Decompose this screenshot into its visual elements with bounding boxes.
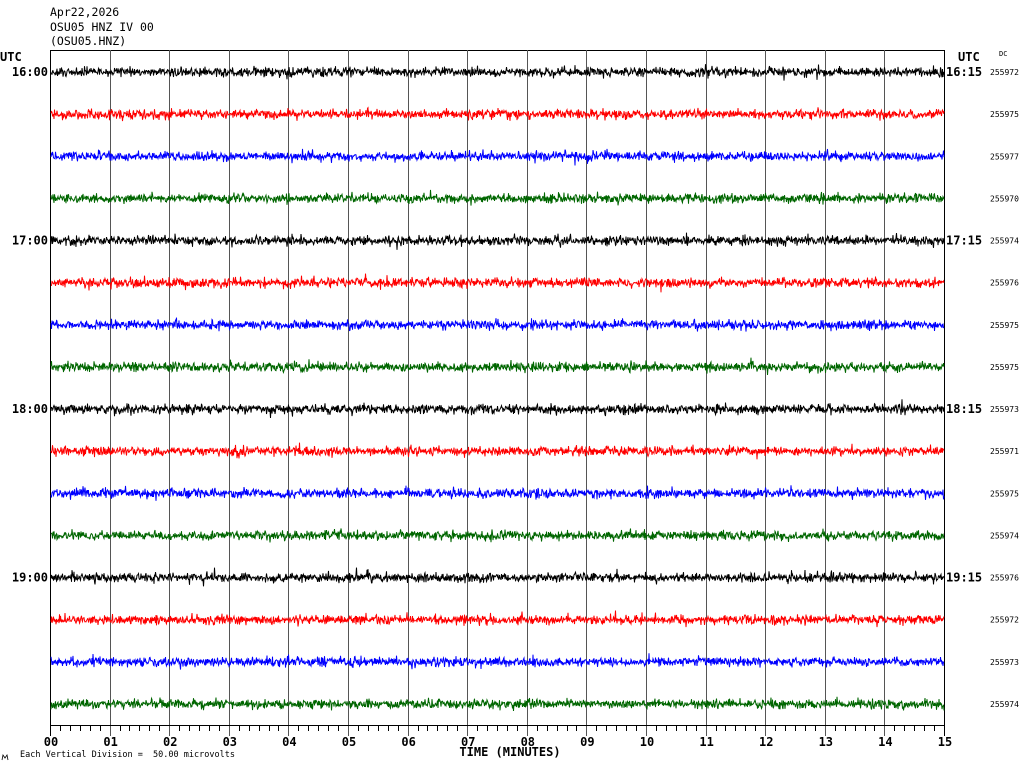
- logo-mark-icon: [1, 753, 9, 761]
- station-code-label: (OSU05.HNZ): [50, 34, 126, 48]
- trace-group: [50, 64, 945, 712]
- x-tick-label: 06: [401, 735, 415, 749]
- trace-row-12: [50, 528, 945, 543]
- x-tick-label: 05: [342, 735, 356, 749]
- row-start-time-label: 17:00: [12, 234, 48, 248]
- x-tick-label: 13: [819, 735, 833, 749]
- row-dc-value: 255973: [990, 405, 1019, 414]
- row-end-time-label: 16:15: [946, 65, 982, 79]
- row-dc-value: 255973: [990, 658, 1019, 667]
- trace-row-7: [50, 317, 945, 332]
- trace-row-13: [50, 567, 945, 587]
- trace-row-1: [50, 64, 945, 81]
- trace-row-8: [50, 357, 945, 376]
- x-tick-label: 10: [640, 735, 654, 749]
- left-utc-label: UTC: [0, 50, 22, 64]
- x-tick-label: 09: [580, 735, 594, 749]
- x-tick-label: 02: [163, 735, 177, 749]
- trace-row-14: [50, 610, 945, 628]
- row-dc-value: 255976: [990, 279, 1019, 288]
- row-dc-value: 255974: [990, 700, 1019, 709]
- row-start-time-label: 19:00: [12, 571, 48, 585]
- row-dc-value: 255972: [990, 616, 1019, 625]
- x-tick-label: 15: [938, 735, 952, 749]
- x-tick-label: 11: [699, 735, 713, 749]
- row-dc-value: 255975: [990, 321, 1019, 330]
- plot-date: Apr22,2026: [50, 5, 119, 19]
- row-dc-value: 255972: [990, 68, 1019, 77]
- row-dc-value: 255974: [990, 531, 1019, 540]
- row-dc-value: 255976: [990, 574, 1019, 583]
- row-end-time-label: 17:15: [946, 234, 982, 248]
- row-dc-value: 255977: [990, 152, 1019, 161]
- trace-row-10: [50, 442, 945, 460]
- row-start-time-label: 18:00: [12, 402, 48, 416]
- x-tick-label: 12: [759, 735, 773, 749]
- row-start-time-label: 16:00: [12, 65, 48, 79]
- row-dc-value: 255975: [990, 489, 1019, 498]
- row-dc-value: 255975: [990, 110, 1019, 119]
- trace-row-16: [50, 696, 945, 712]
- x-tick-label: 01: [103, 735, 117, 749]
- right-utc-label: UTC: [958, 50, 980, 64]
- x-axis: 00 01 02 03 04 05 06 07 08 09 10 11 12 13 14 15: [44, 725, 952, 749]
- trace-row-2: [50, 106, 945, 122]
- trace-row-4: [50, 189, 945, 206]
- row-end-time-label: 18:15: [946, 402, 982, 416]
- trace-row-3: [50, 148, 945, 166]
- station-channel-label: OSU05 HNZ IV 00: [50, 20, 154, 34]
- dc-column-label: DC: [999, 50, 1007, 58]
- x-tick-label: 08: [521, 735, 535, 749]
- row-dc-value: 255971: [990, 447, 1019, 456]
- trace-row-9: [50, 399, 945, 419]
- x-tick-label: 03: [223, 735, 237, 749]
- row-end-time-label: 19:15: [946, 571, 982, 585]
- x-tick-label: 07: [461, 735, 475, 749]
- scale-note: Each Vertical Division = 50.00 microvolt…: [20, 750, 235, 760]
- trace-row-6: [50, 273, 945, 293]
- x-tick-label: 00: [44, 735, 58, 749]
- trace-row-5: [50, 232, 945, 250]
- row-label-group: 16:00 16:15 255972 255975 255977 255970 17:00 1…: [12, 65, 1019, 709]
- trace-row-15: [50, 653, 945, 670]
- x-axis-title: TIME (MINUTES): [459, 745, 560, 759]
- row-dc-value: 255975: [990, 363, 1019, 372]
- trace-row-11: [50, 485, 945, 501]
- x-tick-label: 04: [282, 735, 296, 749]
- row-dc-value: 255974: [990, 237, 1019, 246]
- row-dc-value: 255970: [990, 194, 1019, 203]
- x-tick-label: 14: [878, 735, 892, 749]
